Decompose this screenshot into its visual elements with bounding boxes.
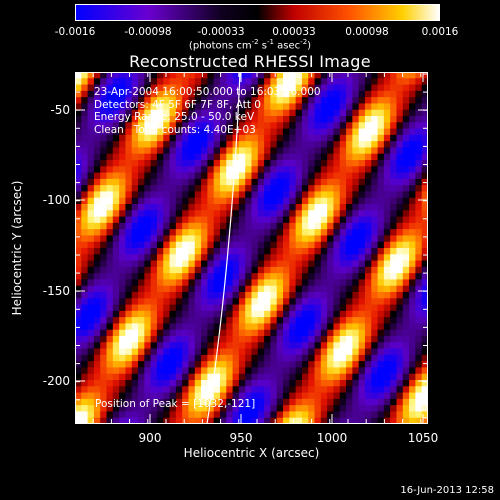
x-tick-label: 1000 bbox=[316, 431, 348, 445]
observation-info: 23-Apr-2004 16:00:50.000 to 16:03:56.000… bbox=[94, 86, 321, 136]
colorbar-tick: 0.0016 bbox=[421, 26, 459, 38]
y-tick-label: -50 bbox=[50, 103, 70, 117]
y-tick-label: -200 bbox=[42, 374, 70, 388]
colorbar-tick: -0.00098 bbox=[124, 26, 172, 38]
x-tick-label: 900 bbox=[138, 431, 162, 445]
colorbar-tick: -0.0016 bbox=[54, 26, 96, 38]
x-tick-label: 1050 bbox=[407, 431, 439, 445]
colorbar-tick: 0.00098 bbox=[345, 26, 389, 38]
colorbar-tick: -0.00033 bbox=[197, 26, 245, 38]
rhessi-image bbox=[75, 72, 428, 424]
x-tick-label: 950 bbox=[229, 431, 253, 445]
timestamp: 16-Jun-2013 12:58 bbox=[400, 485, 494, 496]
peak-position-label: Position of Peak = [1032,-121] bbox=[95, 398, 256, 410]
colorbar-units: (photons cm-2 s-1 asec-2) bbox=[188, 38, 312, 52]
solar-limb-line bbox=[206, 72, 241, 424]
x-axis-label: Heliocentric X (arcsec) bbox=[183, 446, 320, 460]
y-axis-label: Heliocentric Y (arcsec) bbox=[10, 180, 24, 316]
plot-title: Reconstructed RHESSI Image bbox=[129, 52, 371, 71]
colorbar-tick: 0.00033 bbox=[272, 26, 316, 38]
colorbar bbox=[75, 4, 440, 21]
y-tick-label: -100 bbox=[42, 193, 70, 207]
y-tick-label: -150 bbox=[42, 284, 70, 298]
